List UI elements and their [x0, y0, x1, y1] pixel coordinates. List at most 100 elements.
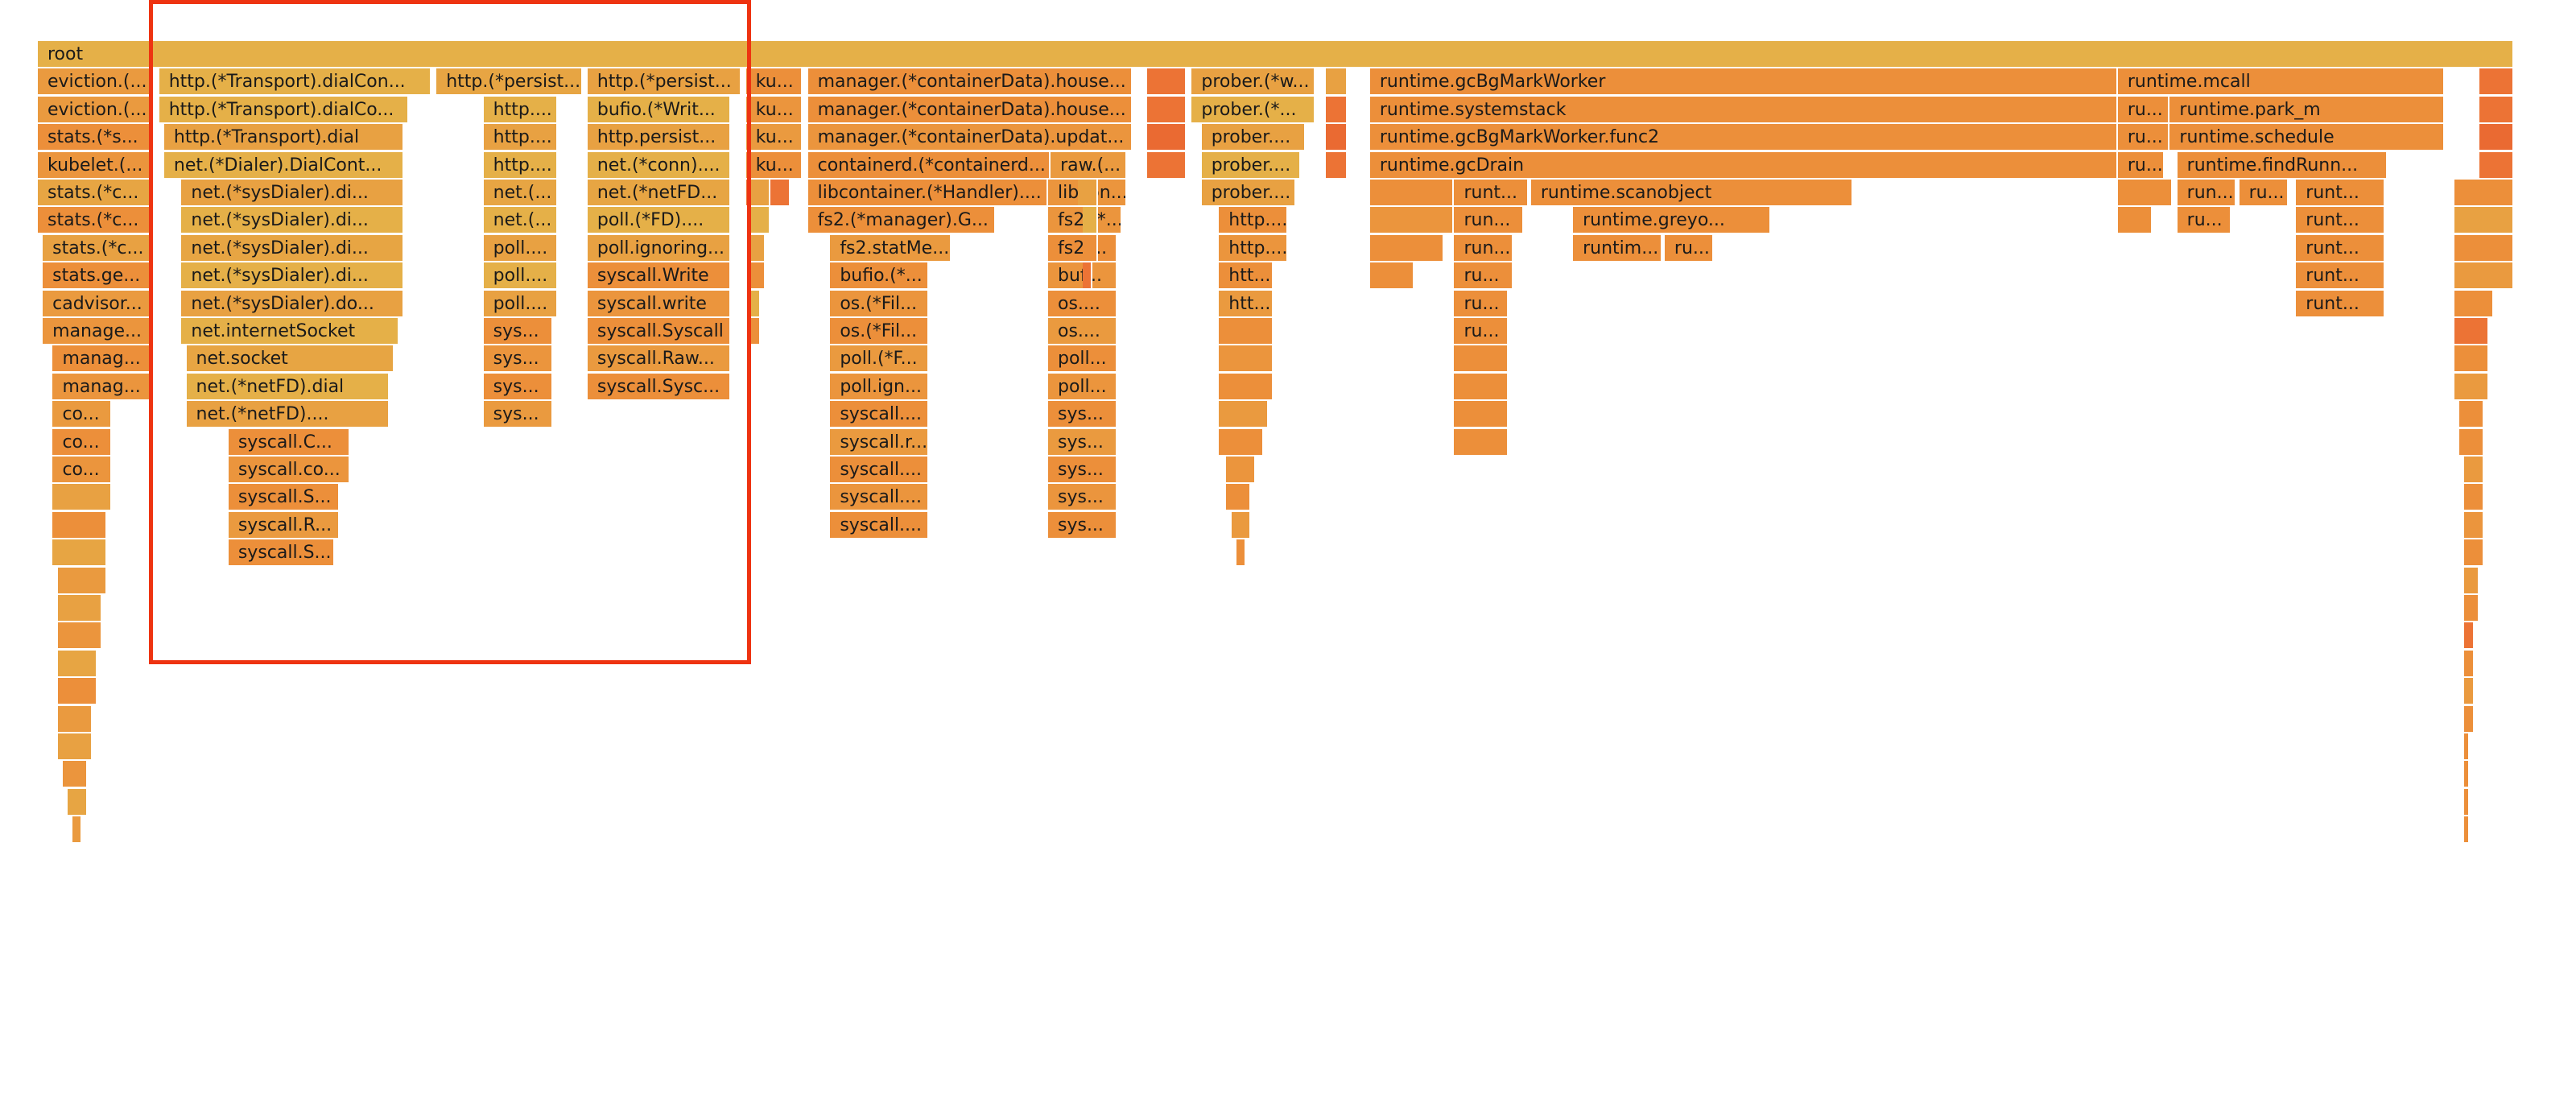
flame-frame[interactable]: runt... — [2296, 290, 2386, 317]
flame-frame[interactable]: syscall.write — [587, 290, 732, 317]
flame-frame[interactable]: net.internetSocket — [181, 318, 400, 345]
flame-frame[interactable]: stats.(*c... — [43, 234, 155, 262]
flame-frame[interactable]: prober.... — [1201, 180, 1296, 206]
flame-frame[interactable] — [1147, 151, 1187, 179]
flame-frame[interactable] — [1454, 373, 1509, 400]
flame-frame[interactable]: runt... — [2296, 262, 2386, 290]
flame-frame[interactable]: net.(*sysDialer).di... — [181, 234, 405, 262]
flame-frame[interactable] — [1369, 262, 1415, 290]
flame-frame[interactable] — [1083, 234, 1098, 262]
flame-frame[interactable]: co... — [52, 457, 113, 483]
flame-frame[interactable]: htt... — [1219, 262, 1274, 290]
flame-frame[interactable] — [2479, 68, 2514, 96]
flame-frame[interactable] — [2454, 318, 2490, 345]
flame-frame[interactable] — [750, 180, 771, 206]
flame-frame[interactable] — [57, 595, 102, 622]
flame-frame[interactable] — [1226, 457, 1257, 483]
flame-frame[interactable]: ru... — [2239, 180, 2289, 206]
flame-frame[interactable] — [2454, 180, 2514, 206]
flame-frame[interactable]: run... — [1454, 207, 1524, 234]
flame-frame[interactable]: net.(*sysDialer).do... — [181, 290, 405, 317]
flame-frame[interactable] — [2464, 733, 2470, 760]
flame-frame[interactable]: runtime.findRunn... — [2177, 151, 2388, 179]
flame-frame[interactable] — [52, 484, 113, 511]
flame-frame[interactable] — [2464, 539, 2485, 567]
flame-frame[interactable] — [1219, 428, 1264, 456]
flame-frame[interactable]: http.... — [1219, 207, 1289, 234]
flame-frame[interactable]: syscall.C... — [228, 428, 350, 456]
flame-frame[interactable]: ru... — [1454, 290, 1509, 317]
flame-frame[interactable] — [57, 650, 97, 677]
flame-frame[interactable]: bufio.(*Writ... — [587, 96, 732, 123]
flame-frame[interactable]: eviction.(... — [38, 68, 155, 96]
flame-frame[interactable] — [2464, 816, 2470, 844]
flame-frame[interactable]: net.(*sysDialer).di... — [181, 262, 405, 290]
flame-frame[interactable]: prober.... — [1201, 124, 1306, 151]
flame-frame[interactable]: http.(*persist... — [587, 68, 741, 96]
flame-frame[interactable]: manager.(*containerData).updat... — [807, 124, 1133, 151]
flame-frame[interactable]: runtime.greyo... — [1573, 207, 1772, 234]
flame-frame[interactable]: ru... — [2177, 207, 2232, 234]
flame-frame[interactable]: runtime.park_m — [2169, 96, 2445, 123]
flame-frame[interactable]: fs2.statMe... — [830, 234, 952, 262]
flame-frame[interactable] — [1083, 207, 1098, 234]
flame-frame[interactable]: sys... — [1048, 457, 1118, 483]
flame-frame[interactable]: poll.... — [483, 290, 558, 317]
flame-frame[interactable]: poll... — [1048, 373, 1118, 400]
flame-frame[interactable]: poll.(*F... — [830, 345, 930, 373]
flame-frame[interactable]: syscall.co... — [228, 457, 350, 483]
flame-frame[interactable]: syscall.r... — [830, 428, 930, 456]
flame-frame[interactable] — [2454, 207, 2514, 234]
flame-frame[interactable]: ru... — [2117, 151, 2165, 179]
flame-frame[interactable]: stats.(*c... — [38, 180, 155, 206]
flame-frame[interactable] — [1325, 151, 1348, 179]
flame-frame[interactable] — [2464, 788, 2470, 816]
flame-frame[interactable] — [1231, 511, 1252, 539]
flame-frame[interactable]: net.(*sysDialer).di... — [181, 207, 405, 234]
flame-frame[interactable] — [1325, 124, 1348, 151]
flame-frame[interactable] — [2464, 761, 2470, 788]
flame-frame[interactable]: syscall.... — [830, 401, 930, 428]
flame-frame[interactable] — [750, 207, 771, 234]
flame-frame[interactable]: poll.... — [483, 262, 558, 290]
flame-frame[interactable]: net.(*sysDialer).di... — [181, 180, 405, 206]
flame-frame[interactable]: http.persist... — [587, 124, 732, 151]
flame-frame[interactable] — [2464, 511, 2485, 539]
flame-frame[interactable]: runt... — [1454, 180, 1529, 206]
flame-frame[interactable]: run... — [1454, 234, 1514, 262]
flame-frame[interactable] — [2454, 262, 2514, 290]
flame-frame[interactable]: co... — [52, 428, 113, 456]
flame-frame[interactable]: net.(*netFD... — [587, 180, 732, 206]
flame-frame[interactable] — [1454, 345, 1509, 373]
flame-frame[interactable] — [2464, 622, 2475, 650]
flame-frame[interactable] — [2464, 484, 2485, 511]
flame-frame[interactable]: stats.(*s... — [38, 124, 155, 151]
flame-frame[interactable]: net.(*netFD).... — [186, 401, 390, 428]
flame-frame[interactable]: syscall.... — [830, 457, 930, 483]
flame-frame[interactable] — [72, 816, 83, 844]
flame-frame[interactable]: kubelet.(... — [38, 151, 155, 179]
flame-frame[interactable]: http.... — [483, 151, 558, 179]
flame-frame[interactable]: raw.(... — [1051, 151, 1128, 179]
flame-frame[interactable] — [2454, 373, 2490, 400]
flame-frame[interactable]: net.(*conn).... — [587, 151, 732, 179]
flame-frame[interactable] — [1219, 345, 1274, 373]
flame-frame[interactable]: runtime.systemstack — [1369, 96, 2118, 123]
flame-frame[interactable]: runtime.gcBgMarkWorker.func2 — [1369, 124, 2118, 151]
flame-frame[interactable] — [2117, 180, 2173, 206]
flame-frame[interactable] — [750, 290, 762, 317]
flame-frame[interactable] — [1454, 401, 1509, 428]
flame-frame[interactable]: os.... — [1048, 290, 1118, 317]
flame-frame[interactable] — [2454, 290, 2495, 317]
flame-frame[interactable]: runtime.scanobject — [1530, 180, 1853, 206]
flame-frame[interactable] — [1236, 539, 1247, 567]
flame-frame[interactable] — [1219, 401, 1269, 428]
flame-frame[interactable]: runtime.mcall — [2117, 68, 2445, 96]
flame-frame[interactable]: runtime.gcBgMarkWorker — [1369, 68, 2118, 96]
flame-frame[interactable]: runtime.schedule — [2169, 124, 2445, 151]
flame-frame[interactable] — [2464, 705, 2475, 733]
flame-frame[interactable]: syscall.... — [830, 484, 930, 511]
flame-frame[interactable]: os.(*Fil... — [830, 318, 930, 345]
flame-frame[interactable]: poll.(*FD).... — [587, 207, 732, 234]
flame-frame[interactable]: fs2.(*manager).G... — [807, 207, 997, 234]
